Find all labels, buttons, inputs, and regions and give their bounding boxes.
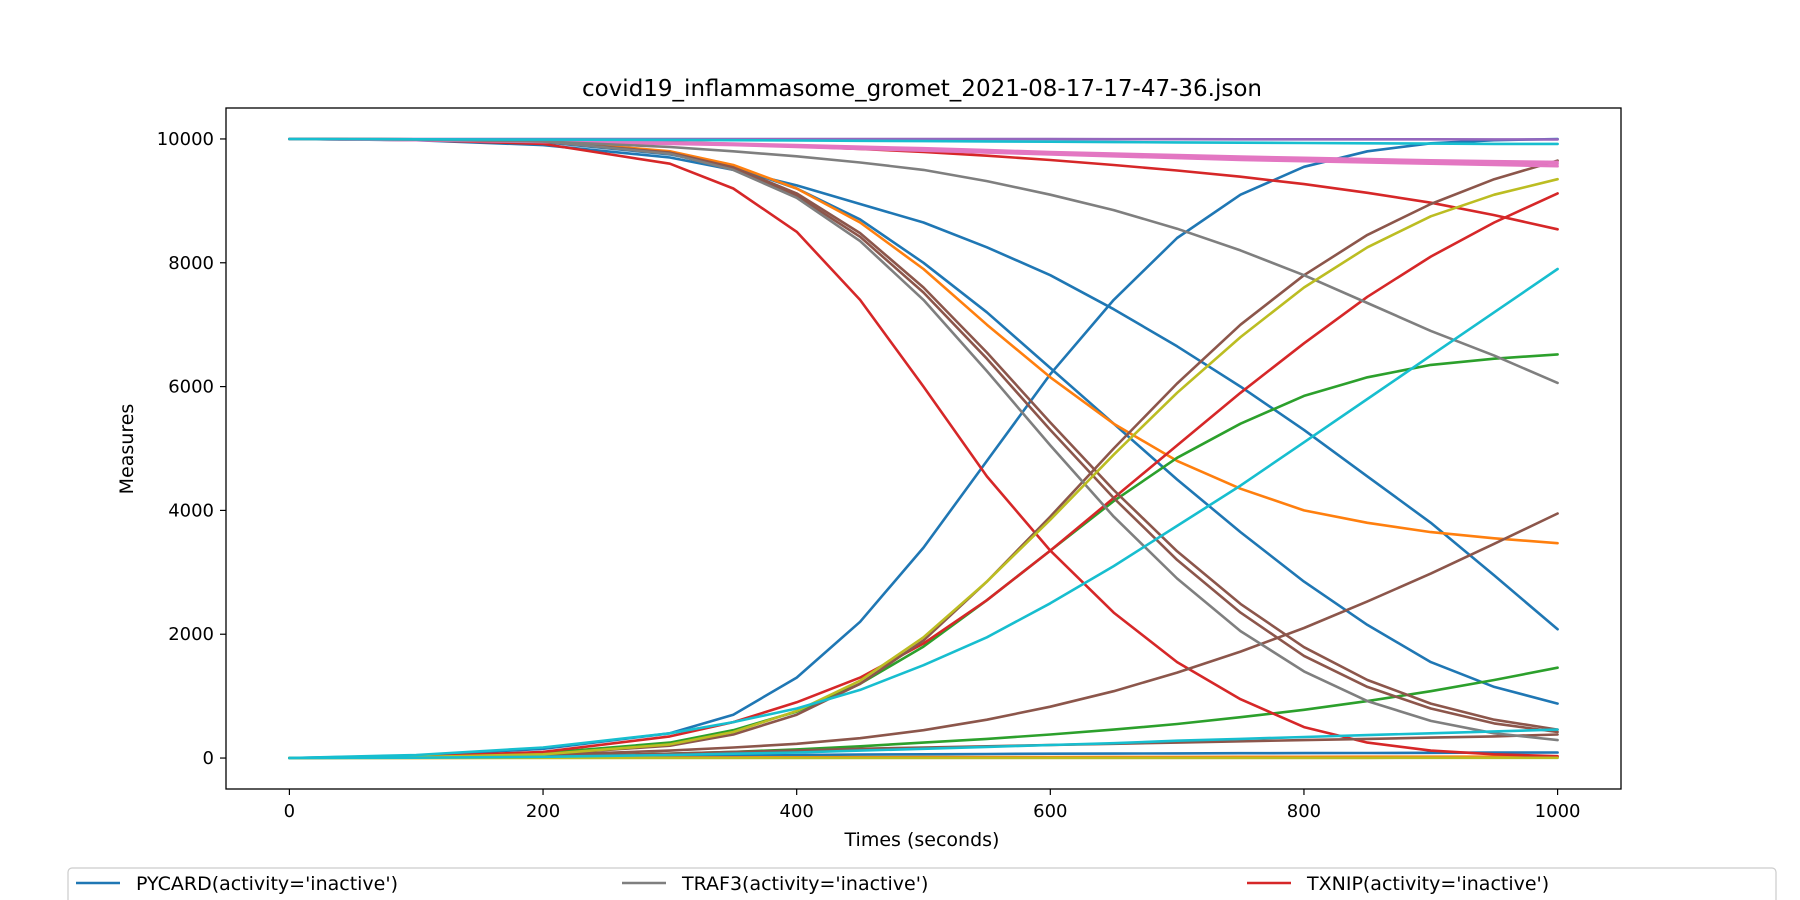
series-line-11 — [288, 192, 1559, 760]
series-line-22 — [288, 137, 1559, 742]
series-line-23 — [288, 177, 1559, 760]
legend-label: TRAF3(activity='inactive') — [681, 873, 928, 895]
x-tick-label: 800 — [1287, 801, 1321, 822]
x-tick-label: 0 — [284, 801, 295, 822]
legend-frame — [67, 867, 1777, 900]
y-axis-title: Measures — [116, 404, 138, 495]
x-tick-label: 200 — [526, 801, 560, 822]
y-tick-label: 10000 — [157, 129, 214, 150]
series-line-27 — [288, 728, 1559, 760]
legend: PYCARD(activity='inactive') TRAF3(activit… — [67, 867, 1777, 900]
legend-label: PYCARD(activity='inactive') — [136, 873, 398, 895]
series-line-1 — [288, 137, 1559, 631]
series-line-16 — [288, 512, 1559, 760]
y-tick-label: 2000 — [168, 624, 214, 645]
chart-title: covid19_inflammasome_gromet_2021-08-17-1… — [582, 76, 1262, 102]
series-line-25 — [288, 267, 1559, 760]
series-line-20 — [288, 137, 1559, 164]
y-tick-label: 8000 — [168, 253, 214, 274]
y-tick-label: 4000 — [168, 500, 214, 521]
y-tick-label: 6000 — [168, 377, 214, 398]
x-tick-label: 600 — [1033, 801, 1067, 822]
x-tick-label: 1000 — [1535, 801, 1581, 822]
x-tick-label: 400 — [780, 801, 814, 822]
series-line-21 — [288, 137, 1559, 385]
y-tick-label: 0 — [203, 748, 214, 769]
plot-frame — [225, 107, 1622, 790]
series-layer — [288, 137, 1559, 760]
series-line-26 — [288, 137, 1559, 146]
series-line-9 — [288, 137, 1559, 758]
x-axis-title: Times (seconds) — [844, 829, 1000, 851]
legend-label: TXNIP(activity='inactive') — [1306, 873, 1549, 895]
